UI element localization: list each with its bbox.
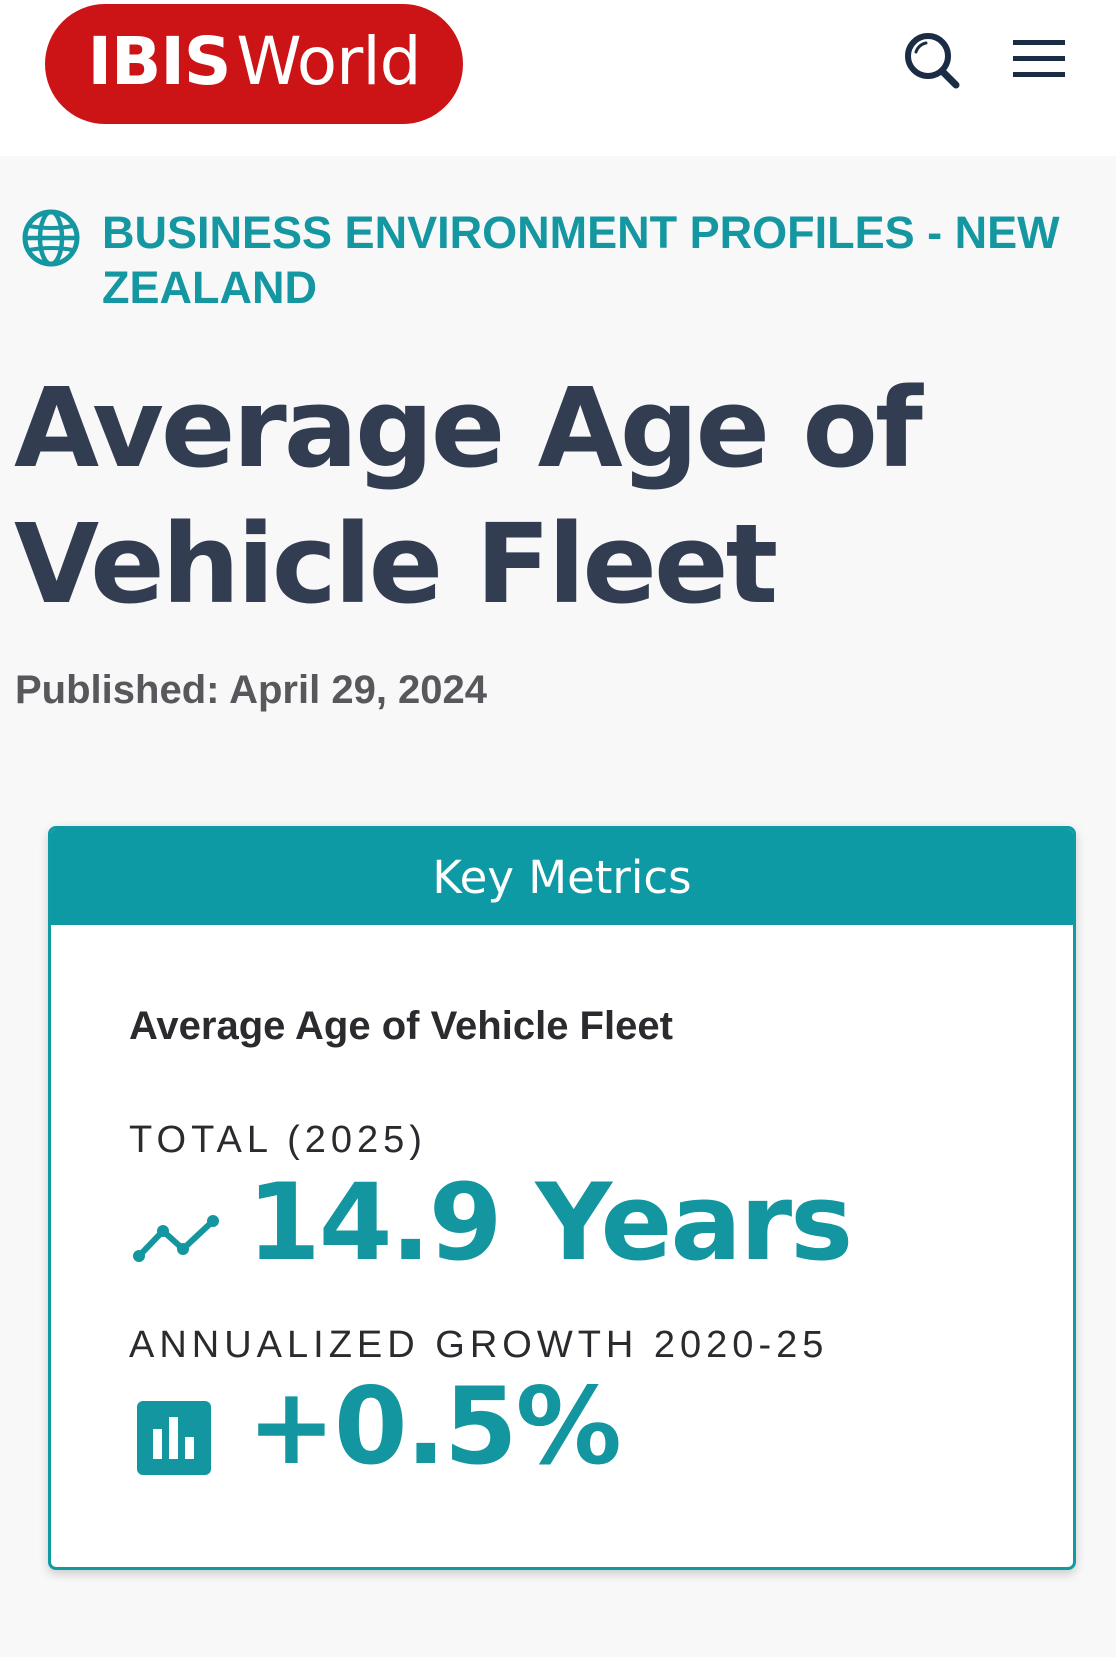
- top-header: IBIS World: [0, 0, 1116, 156]
- published-label: Published:: [15, 668, 220, 712]
- total-value: 14.9 Years: [247, 1161, 853, 1284]
- trend-line-icon: [133, 1215, 219, 1262]
- ibisworld-logo[interactable]: IBIS World: [45, 4, 463, 124]
- menu-button[interactable]: [1010, 36, 1068, 82]
- key-metrics-card: Key Metrics Average Age of Vehicle Fleet…: [48, 826, 1076, 1570]
- growth-label: ANNUALIZED GROWTH 2020-25: [129, 1324, 829, 1366]
- search-icon: [905, 33, 960, 89]
- metric-name: Average Age of Vehicle Fleet: [129, 1004, 673, 1048]
- globe-icon: [22, 209, 80, 267]
- search-button[interactable]: [900, 28, 964, 92]
- published-date: Published: April 29, 2024: [15, 665, 487, 715]
- total-label: TOTAL (2025): [129, 1119, 427, 1161]
- page-title: Average Age of Vehicle Fleet: [14, 364, 923, 628]
- logo-text-bold: IBIS: [87, 22, 231, 100]
- logo-text-light: World: [236, 22, 421, 100]
- growth-value: +0.5%: [247, 1365, 622, 1488]
- hamburger-menu-icon: [1013, 40, 1065, 77]
- bar-chart-icon: [137, 1401, 211, 1475]
- key-metrics-header: Key Metrics: [51, 829, 1073, 925]
- published-value: April 29, 2024: [229, 668, 488, 712]
- category-label: BUSINESS ENVIRONMENT PROFILES - NEW ZEAL…: [102, 207, 1060, 313]
